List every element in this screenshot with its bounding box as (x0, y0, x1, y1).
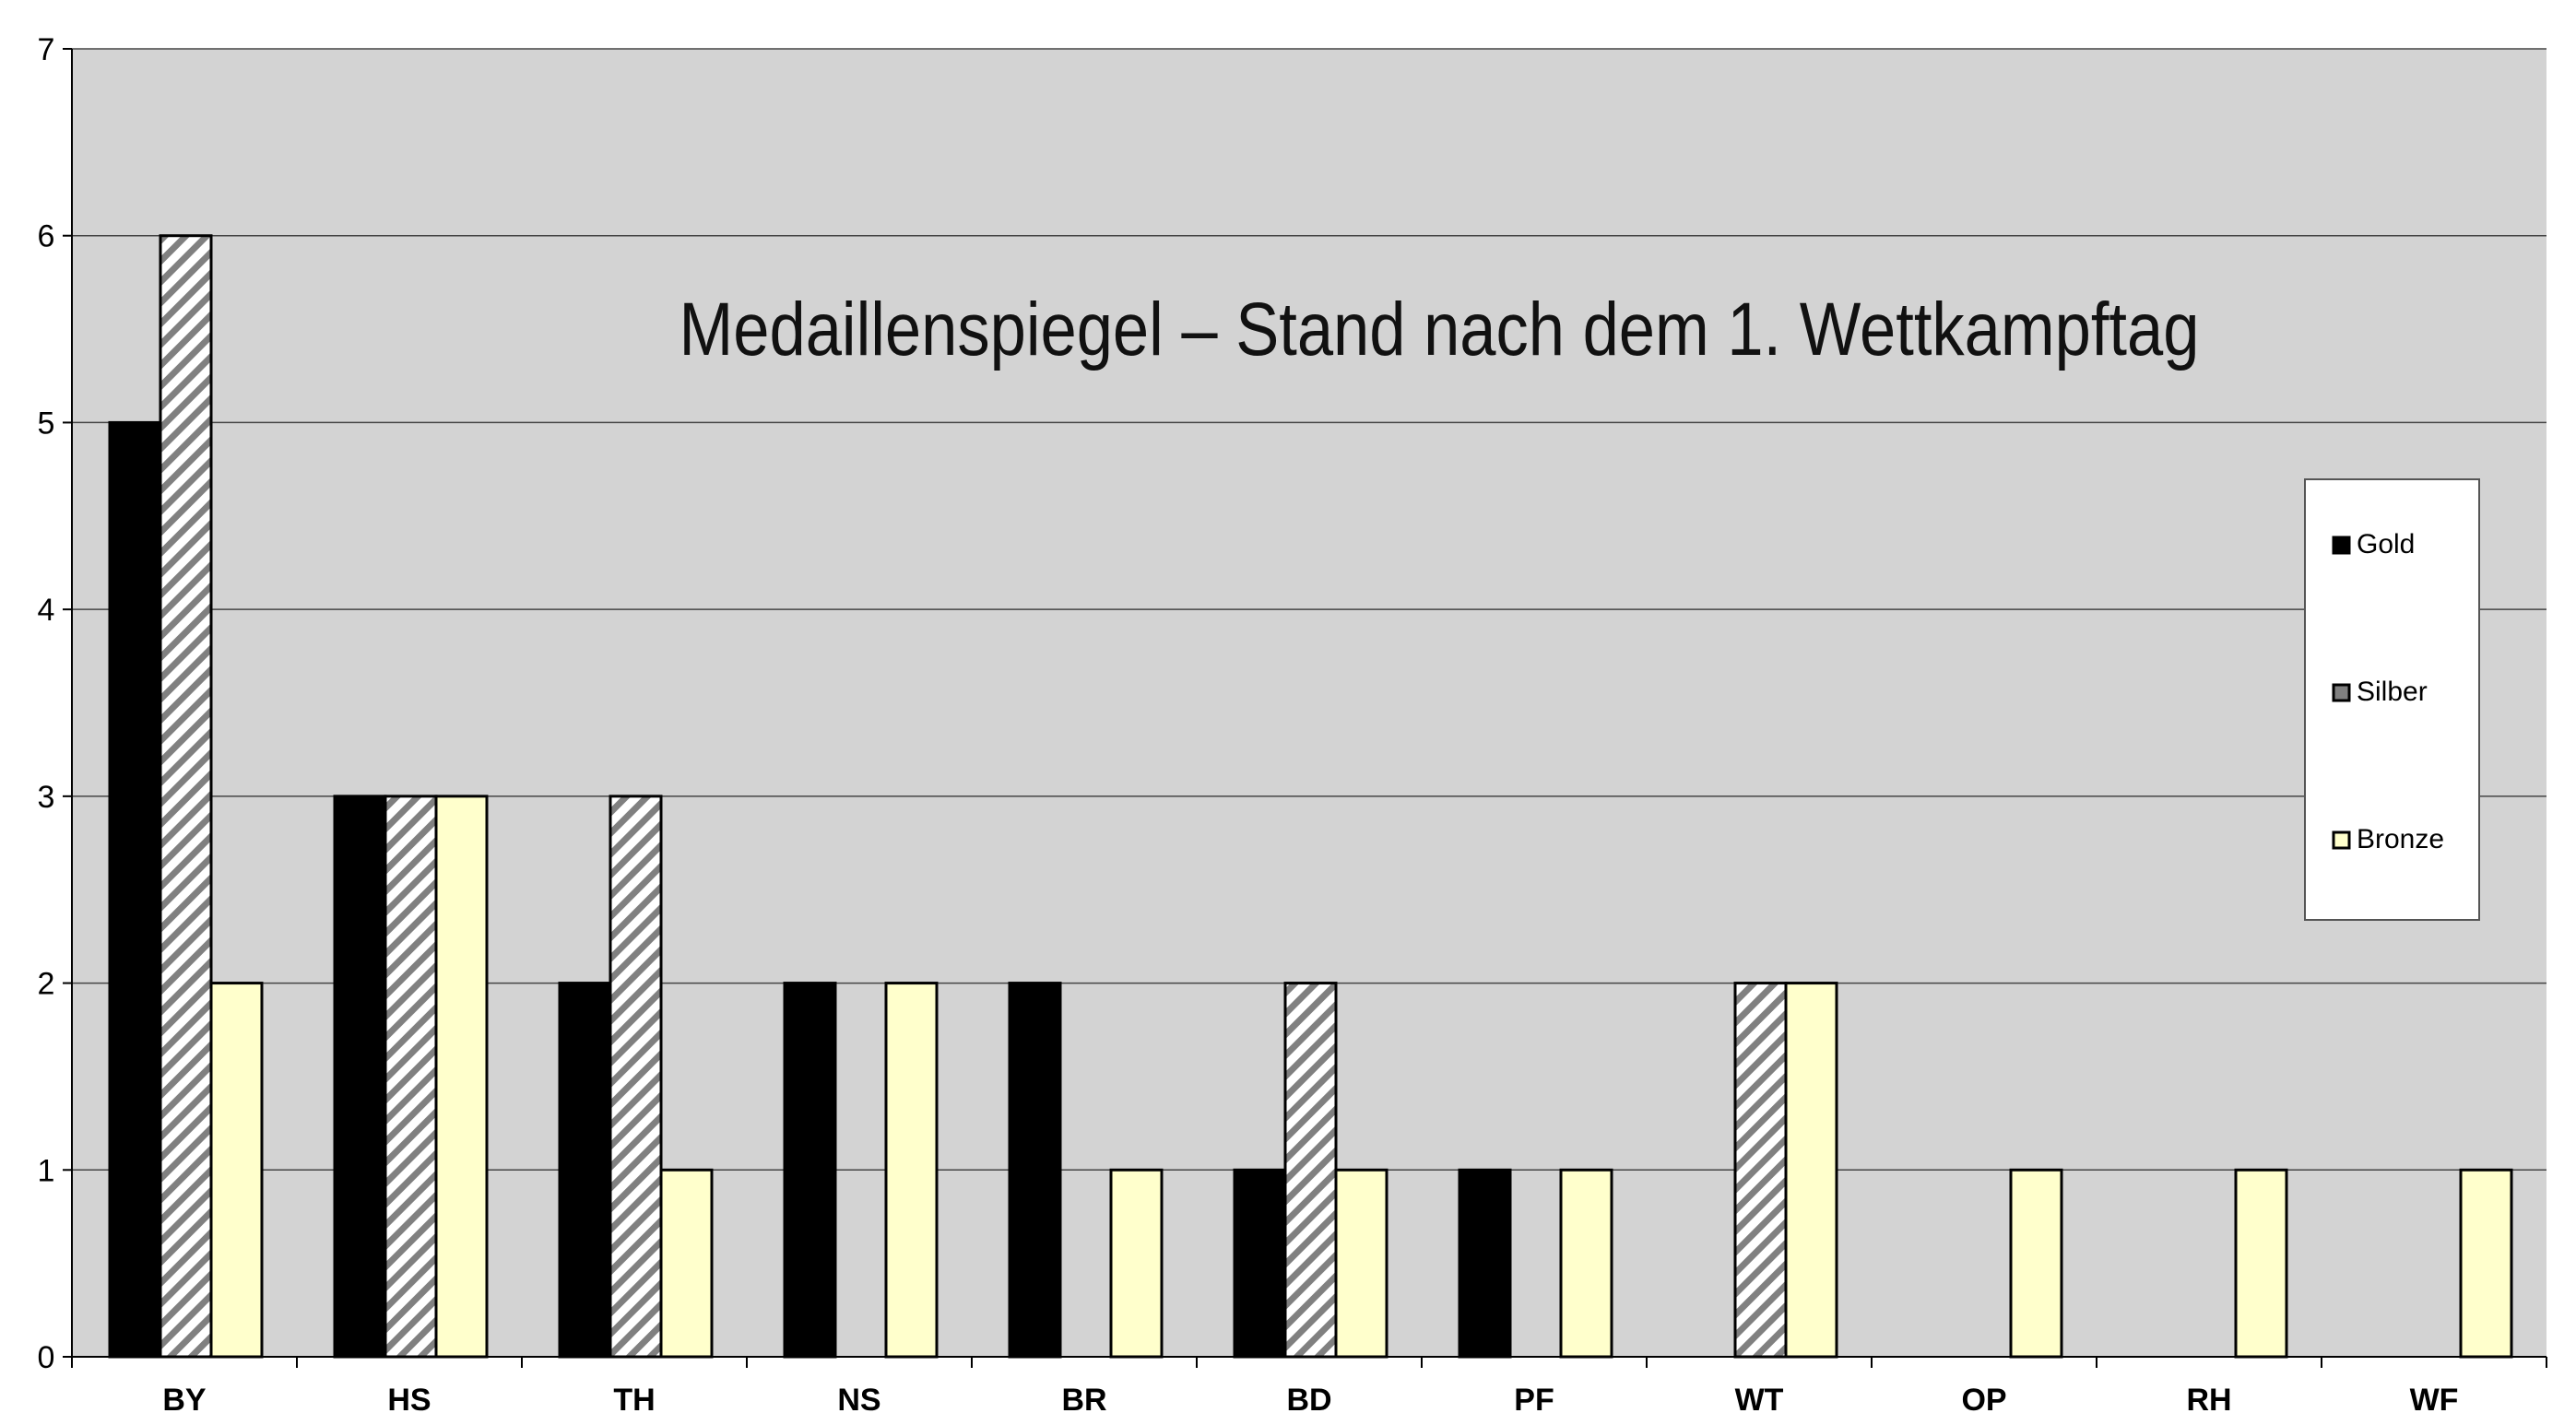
bar-silber-BD (1283, 982, 1338, 1359)
bar-silber-TH (609, 795, 663, 1359)
bar-gold-HS (333, 795, 387, 1359)
legend-swatch-bronze (2332, 830, 2351, 850)
y-tick-label: 5 (38, 406, 55, 441)
legend-swatch-silber (2332, 683, 2351, 702)
bar-bronze-OP (2009, 1168, 2063, 1359)
bar-silber-WT (1733, 982, 1788, 1359)
y-tick-label: 2 (38, 967, 55, 1002)
x-tick-label-WF: WF (2410, 1383, 2459, 1418)
x-tick-label-PF: PF (1514, 1383, 1554, 1418)
x-tick-label-NS: NS (837, 1383, 880, 1418)
bar-bronze-BY (209, 982, 264, 1359)
y-tick-label: 3 (38, 780, 55, 815)
x-tick-label-TH: TH (613, 1383, 655, 1418)
y-tick-label: 7 (38, 32, 55, 67)
bar-gold-PF (1458, 1168, 1512, 1359)
x-tick-label-BY: BY (162, 1383, 207, 1418)
bar-bronze-WF (2459, 1168, 2513, 1359)
x-tick-label-WT: WT (1735, 1383, 1784, 1418)
x-tick-label-OP: OP (1961, 1383, 2006, 1418)
bar-gold-BY (108, 420, 162, 1359)
y-tick-label: 1 (38, 1153, 55, 1188)
y-tick-label: 4 (38, 593, 55, 628)
bar-gold-BD (1233, 1168, 1287, 1359)
bar-bronze-PF (1559, 1168, 1613, 1359)
bar-bronze-BR (1109, 1168, 1164, 1359)
bar-bronze-NS (884, 982, 939, 1359)
bar-bronze-RH (2234, 1168, 2288, 1359)
x-tick-label-HS: HS (387, 1383, 431, 1418)
legend-label-gold: Gold (2357, 529, 2415, 559)
legend-swatch-gold (2332, 536, 2351, 555)
legend: Gold Silber Bronze (2304, 478, 2480, 921)
bar-bronze-BD (1334, 1168, 1388, 1359)
bar-bronze-WT (1784, 982, 1838, 1359)
bar-silber-BY (159, 234, 213, 1359)
y-tick-label: 0 (38, 1340, 55, 1375)
bar-gold-NS (783, 982, 837, 1359)
x-tick-label-BD: BD (1286, 1383, 1331, 1418)
chart-title: Medaillenspiegel – Stand nach dem 1. Wet… (679, 288, 2200, 371)
bar-gold-BR (1008, 982, 1062, 1359)
bar-bronze-HS (434, 795, 489, 1359)
legend-label-bronze: Bronze (2357, 824, 2444, 854)
legend-label-silber: Silber (2357, 677, 2428, 707)
x-tick-label-BR: BR (1061, 1383, 1106, 1418)
y-tick-label: 6 (38, 219, 55, 254)
x-tick-label-RH: RH (2186, 1383, 2231, 1418)
bar-silber-HS (384, 795, 438, 1359)
bar-gold-TH (558, 982, 612, 1359)
bar-bronze-TH (659, 1168, 714, 1359)
